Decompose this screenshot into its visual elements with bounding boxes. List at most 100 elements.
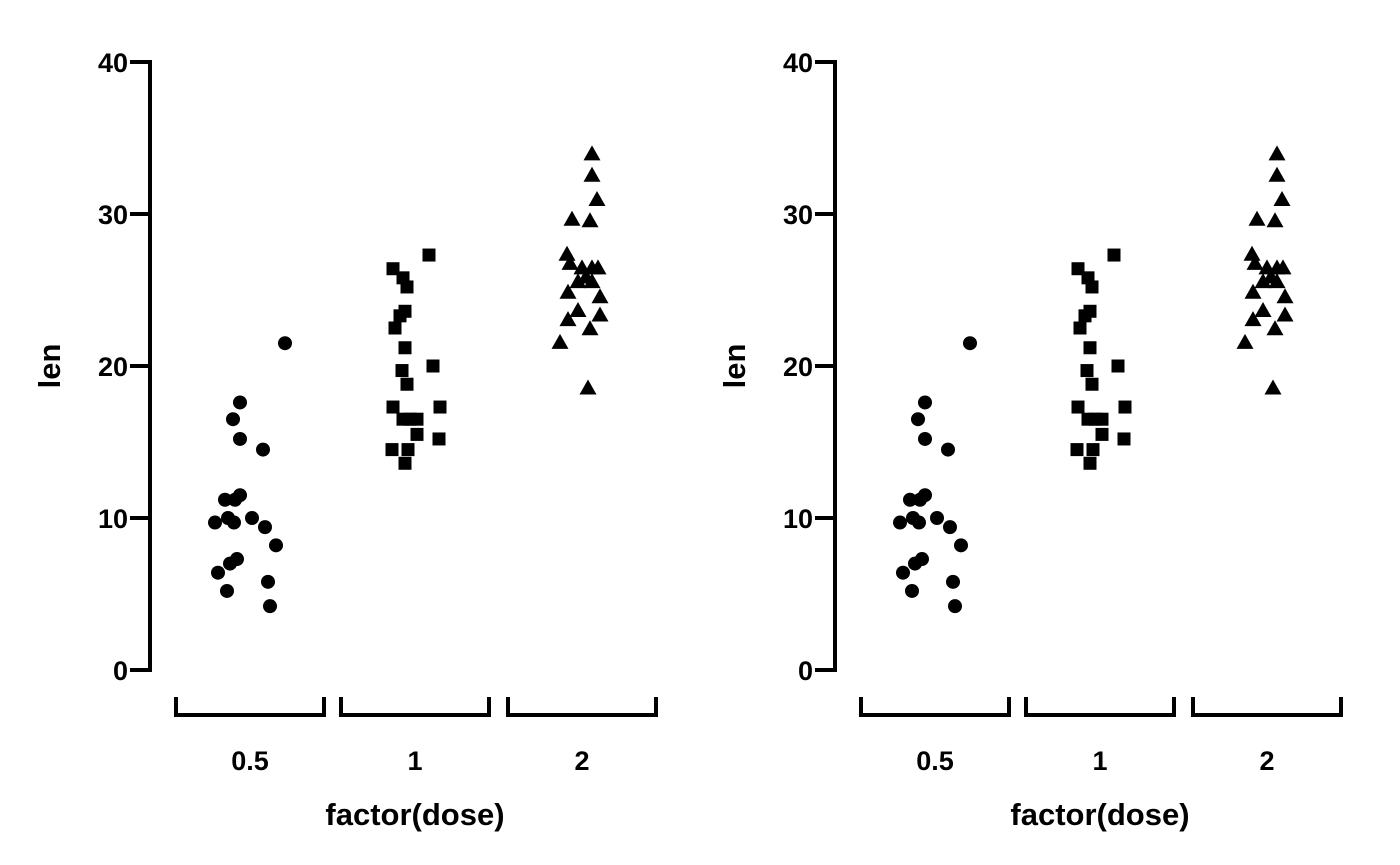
- data-point-circle: [211, 565, 225, 580]
- data-point-circle: [918, 395, 932, 410]
- series-dose-2: [1236, 145, 1294, 395]
- data-point-square: [432, 432, 446, 446]
- data-point-triangle: [1264, 379, 1282, 395]
- scatter-panel-2: 0 10 20 30 40 len 0.5 1 2 factor(dose): [717, 48, 1343, 832]
- data-point-triangle: [569, 301, 587, 317]
- data-point-square: [1071, 400, 1085, 414]
- y-tick-label: 10: [783, 504, 813, 534]
- y-tick-label: 0: [113, 656, 128, 686]
- x-tick-label: 2: [574, 746, 589, 776]
- data-point-square: [400, 280, 414, 294]
- data-point-triangle: [1274, 259, 1292, 275]
- data-point-square: [1111, 359, 1125, 373]
- data-point-square: [433, 400, 447, 414]
- data-point-triangle: [558, 245, 576, 261]
- data-point-square: [1095, 412, 1109, 426]
- data-point-triangle: [1273, 191, 1291, 207]
- data-point-circle: [261, 574, 275, 589]
- data-point-circle: [256, 442, 270, 457]
- y-tick-label: 40: [98, 48, 128, 78]
- data-point-square: [1118, 400, 1132, 414]
- data-point-triangle: [1268, 166, 1286, 182]
- data-point-triangle: [1254, 301, 1272, 317]
- data-point-triangle: [1243, 245, 1261, 261]
- data-point-square: [386, 262, 400, 276]
- x-category-bracket: [1191, 697, 1343, 717]
- data-point-triangle: [561, 254, 579, 270]
- data-point-triangle: [1254, 273, 1272, 289]
- x-axis-title: factor(dose): [325, 797, 504, 832]
- data-point-circle: [226, 412, 240, 427]
- data-point-square: [1095, 427, 1109, 441]
- data-point-triangle: [579, 379, 597, 395]
- data-point-circle: [943, 520, 957, 535]
- data-point-triangle: [583, 166, 601, 182]
- y-tick-label: 30: [98, 200, 128, 230]
- series-dose-2: [551, 145, 609, 395]
- data-point-square: [1107, 248, 1121, 262]
- data-point-triangle: [1276, 288, 1294, 304]
- x-category-bracket: [1024, 697, 1176, 717]
- data-point-circle: [233, 395, 247, 410]
- data-point-triangle: [1236, 333, 1254, 349]
- data-point-triangle: [551, 333, 569, 349]
- data-point-triangle: [563, 210, 581, 226]
- series-dose-0-5: [208, 336, 292, 614]
- data-point-circle: [911, 412, 925, 427]
- data-point-circle: [245, 511, 259, 525]
- data-point-square: [398, 456, 412, 470]
- data-point-square: [1085, 377, 1099, 391]
- data-point-triangle: [581, 320, 599, 336]
- data-point-triangle: [588, 191, 606, 207]
- data-point-circle: [220, 583, 234, 598]
- data-point-triangle: [583, 273, 601, 289]
- data-point-circle: [963, 336, 977, 351]
- data-point-circle: [269, 538, 283, 553]
- data-point-square: [1070, 443, 1084, 457]
- x-axis-title: factor(dose): [1010, 797, 1189, 832]
- x-tick-label: 1: [1092, 746, 1107, 776]
- y-tick-label: 20: [98, 352, 128, 382]
- data-point-circle: [208, 515, 222, 530]
- data-point-triangle: [591, 306, 609, 322]
- data-point-triangle: [1266, 212, 1284, 228]
- data-point-square: [1083, 456, 1097, 470]
- data-point-square: [401, 443, 415, 457]
- data-point-triangle: [583, 145, 601, 161]
- data-point-triangle: [1266, 320, 1284, 336]
- data-point-triangle: [589, 259, 607, 275]
- data-point-triangle: [559, 311, 577, 327]
- data-point-square: [1117, 432, 1131, 446]
- data-point-circle: [903, 492, 917, 507]
- data-point-circle: [223, 556, 237, 571]
- data-point-circle: [278, 336, 292, 351]
- data-point-square: [422, 248, 436, 262]
- data-point-square: [410, 412, 424, 426]
- data-point-square: [1085, 280, 1099, 294]
- data-point-circle: [912, 515, 926, 530]
- data-point-square: [410, 427, 424, 441]
- y-tick-label: 20: [783, 352, 813, 382]
- y-tick-label: 40: [783, 48, 813, 78]
- data-point-circle: [228, 492, 242, 507]
- data-point-triangle: [1248, 210, 1266, 226]
- data-point-square: [400, 377, 414, 391]
- y-axis-title: len: [717, 344, 752, 389]
- series-dose-0-5: [893, 336, 977, 614]
- data-point-square: [1073, 321, 1087, 335]
- y-axis-title: len: [32, 344, 67, 389]
- data-point-circle: [941, 442, 955, 457]
- data-point-triangle: [1244, 283, 1262, 299]
- x-tick-label: 1: [407, 746, 422, 776]
- y-tick-label: 0: [798, 656, 813, 686]
- y-tick-label: 30: [783, 200, 813, 230]
- data-point-triangle: [591, 288, 609, 304]
- data-point-square: [1078, 309, 1092, 323]
- data-point-square: [398, 341, 412, 355]
- series-dose-1: [385, 248, 447, 470]
- data-point-triangle: [1268, 145, 1286, 161]
- data-point-square: [385, 443, 399, 457]
- data-point-square: [1080, 364, 1094, 378]
- x-category-bracket: [339, 697, 491, 717]
